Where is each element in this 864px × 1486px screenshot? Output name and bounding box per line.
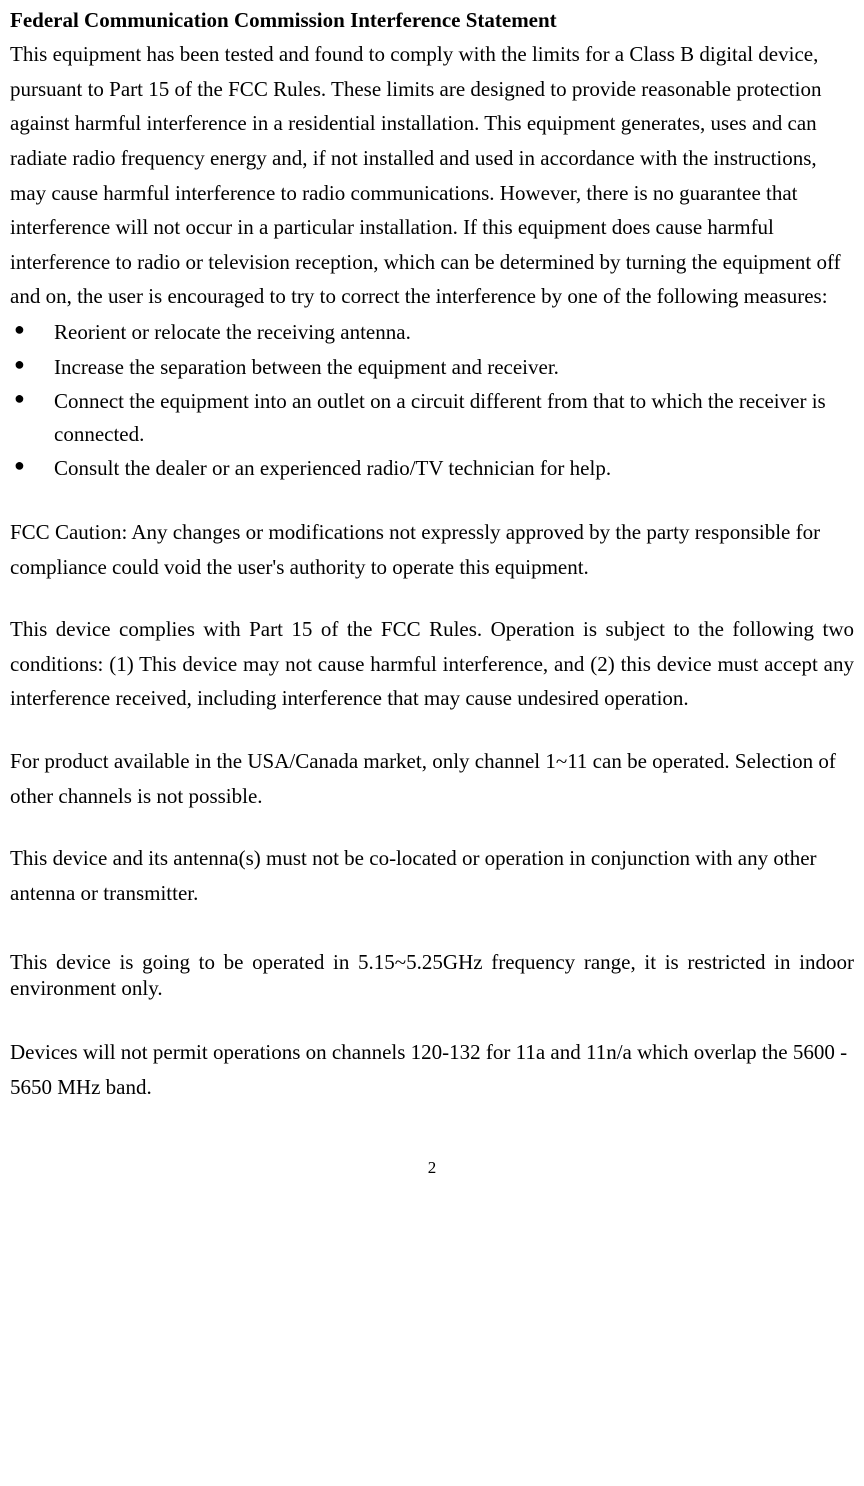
- list-item: Connect the equipment into an outlet on …: [10, 385, 854, 450]
- fcc-caution-paragraph: FCC Caution: Any changes or modification…: [10, 515, 854, 584]
- channels-paragraph: Devices will not permit operations on ch…: [10, 1035, 854, 1104]
- measure-list: Reorient or relocate the receiving anten…: [10, 316, 854, 485]
- list-item: Consult the dealer or an experienced rad…: [10, 452, 854, 485]
- intro-paragraph: This equipment has been tested and found…: [10, 37, 854, 314]
- antenna-paragraph: This device and its antenna(s) must not …: [10, 841, 854, 910]
- document-page: Federal Communication Commission Interfe…: [0, 0, 864, 1208]
- frequency-range-paragraph: This device is going to be operated in 5…: [10, 949, 854, 1002]
- spacer: [10, 911, 854, 949]
- page-number: 2: [10, 1158, 854, 1178]
- spacer: [10, 584, 854, 612]
- document-heading: Federal Communication Commission Interfe…: [10, 8, 854, 33]
- list-item: Reorient or relocate the receiving anten…: [10, 316, 854, 349]
- usa-canada-paragraph: For product available in the USA/Canada …: [10, 744, 854, 813]
- list-item: Increase the separation between the equi…: [10, 351, 854, 384]
- part15-paragraph: This device complies with Part 15 of the…: [10, 612, 854, 716]
- spacer: [10, 1001, 854, 1035]
- spacer: [10, 487, 854, 515]
- spacer: [10, 813, 854, 841]
- spacer: [10, 716, 854, 744]
